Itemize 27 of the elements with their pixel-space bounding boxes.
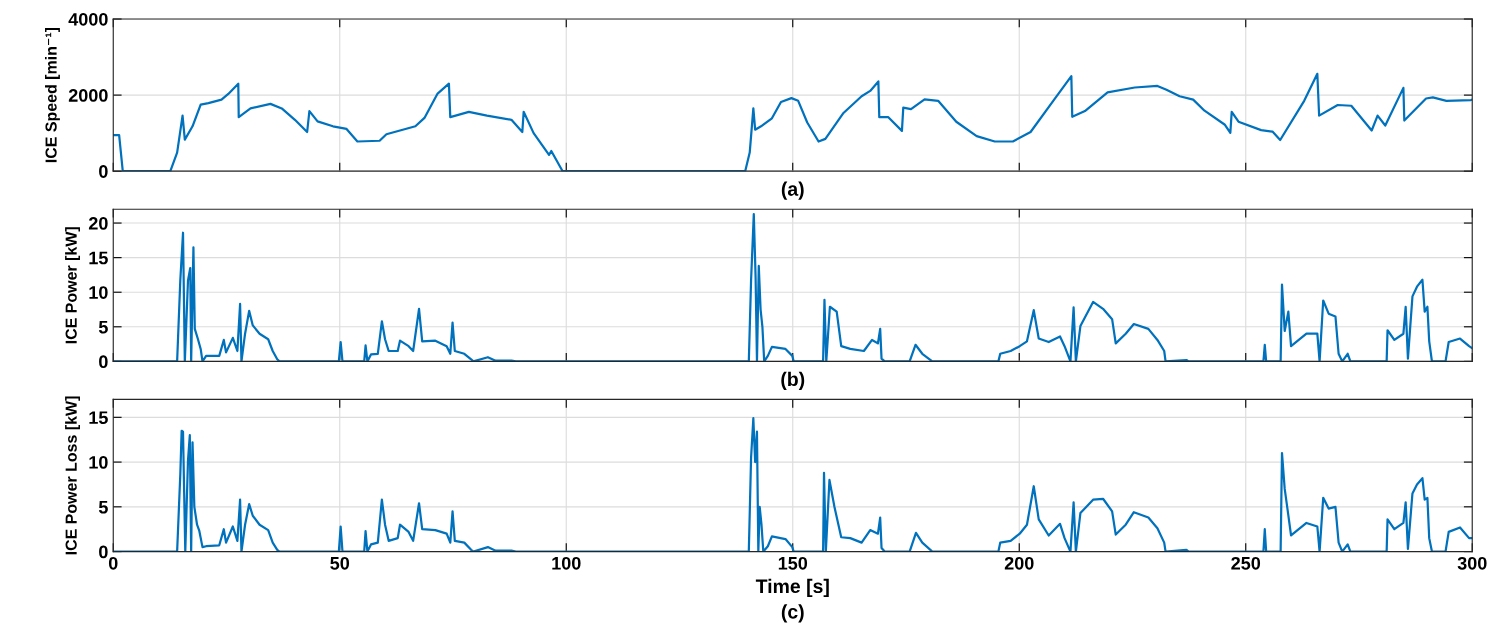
y-axis-title: ICE Power Loss [kW] <box>65 396 80 555</box>
x-tick-label: 100 <box>552 556 581 570</box>
x-axis-title: (a) <box>781 181 804 200</box>
y-axis-title: ICE Speed [min⁻¹] <box>45 27 60 163</box>
x-tick-label: 300 <box>1457 556 1487 570</box>
y-tick-label: 20 <box>88 216 108 230</box>
y-tick-label: 0 <box>99 165 108 178</box>
line-series <box>113 212 1473 362</box>
y-tick-label: 2000 <box>68 89 108 102</box>
x-tick-label: 50 <box>330 556 350 570</box>
y-tick-label: 10 <box>89 286 108 299</box>
y-tick-label: 15 <box>89 251 108 265</box>
x-tick-label: 0 <box>108 556 118 570</box>
y-tick-label: 15 <box>89 411 108 425</box>
y-tick-label: 0 <box>99 355 108 369</box>
y-axis-title: ICE Power [kW] <box>65 227 80 344</box>
y-tick-label: 10 <box>89 456 108 469</box>
x-tick-label: 200 <box>1004 556 1034 570</box>
y-tick-label: 0 <box>99 545 108 559</box>
y-tick-label: 5 <box>98 320 108 334</box>
y-tick-label: 5 <box>98 500 108 514</box>
text: (c) <box>781 604 804 623</box>
x-axis-title: (b) <box>781 371 805 390</box>
x-axis-title: Time [s] <box>755 578 829 597</box>
x-tick-label: 150 <box>778 556 808 570</box>
y-tick-label: 4000 <box>68 12 108 26</box>
x-tick-label: 250 <box>1231 556 1261 570</box>
